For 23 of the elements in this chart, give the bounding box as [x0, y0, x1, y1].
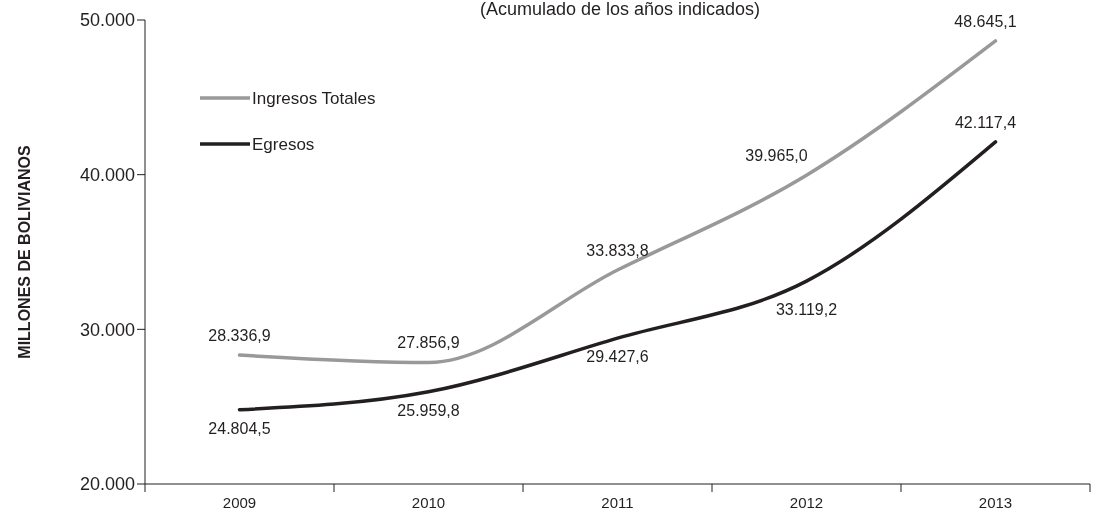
- data-label: 33.833,8: [586, 242, 649, 260]
- data-label: 29.427,6: [586, 348, 649, 366]
- legend-label: Ingresos Totales: [252, 88, 376, 108]
- data-label: 27.856,9: [397, 334, 460, 352]
- chart-title: (Acumulado de los años indicados): [479, 0, 761, 19]
- data-label: 48.645,1: [954, 12, 1017, 30]
- data-label: 24.804,5: [208, 419, 271, 437]
- data-label: 39.965,0: [745, 147, 808, 165]
- y-tick-label: 50.000: [79, 10, 135, 31]
- y-tick-label: 30.000: [79, 319, 135, 340]
- y-axis-title: MILLONES DE BOLIVIANOS: [16, 145, 33, 359]
- data-label: 33.119,2: [775, 301, 838, 319]
- x-tick-label: 2013: [978, 494, 1013, 511]
- x-tick-label: 2010: [411, 494, 446, 511]
- y-tick-label: 40.000: [79, 164, 135, 185]
- y-tick-label: 20.000: [79, 474, 135, 495]
- data-label: 28.336,9: [208, 327, 271, 345]
- data-label: 25.959,8: [397, 401, 460, 419]
- data-label: 42.117,4: [954, 113, 1017, 131]
- x-tick-label: 2012: [789, 494, 824, 511]
- x-tick-label: 2009: [222, 494, 257, 511]
- legend-label: Egresos: [252, 134, 315, 154]
- x-tick-label: 2011: [601, 494, 634, 511]
